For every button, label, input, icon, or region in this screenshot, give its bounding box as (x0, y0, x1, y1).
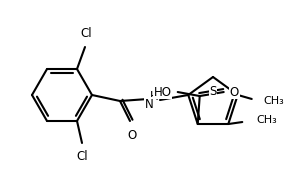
Text: O: O (127, 129, 137, 142)
Text: Cl: Cl (80, 27, 92, 40)
Text: N: N (145, 98, 153, 111)
Text: CH₃: CH₃ (264, 96, 284, 106)
Text: Cl: Cl (76, 150, 88, 163)
Text: H: H (150, 89, 158, 102)
Text: S: S (209, 85, 217, 98)
Text: HO: HO (154, 85, 172, 99)
Text: O: O (230, 85, 239, 99)
Text: CH₃: CH₃ (256, 115, 277, 125)
